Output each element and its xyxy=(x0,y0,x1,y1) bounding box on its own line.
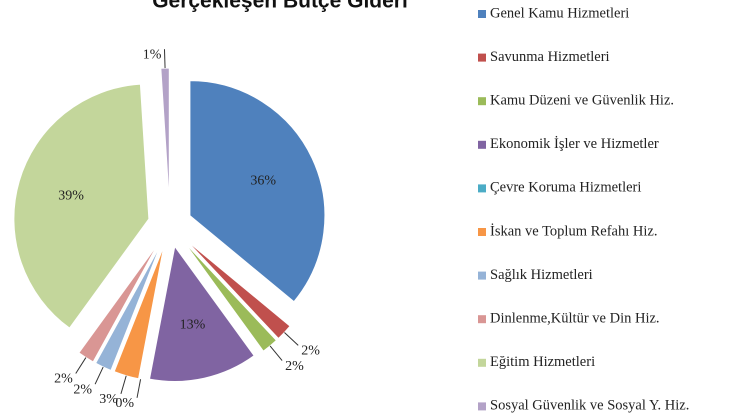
data-label: 36% xyxy=(250,173,276,188)
data-label: 3% xyxy=(99,392,118,407)
data-label: 2% xyxy=(73,382,92,397)
legend-label: Çevre Koruma Hizmetleri xyxy=(490,180,641,196)
leader-line xyxy=(120,375,127,395)
pie-slice xyxy=(13,83,150,329)
data-label: 39% xyxy=(58,188,84,203)
data-label: 2% xyxy=(54,372,73,387)
legend-swatch xyxy=(478,10,486,18)
leader-line xyxy=(269,345,283,361)
legend-swatch xyxy=(478,271,486,280)
data-label: 2% xyxy=(301,344,320,359)
pie-slice xyxy=(189,80,326,303)
leader-line xyxy=(94,366,104,385)
chart-title: Gerçekleşen Bütçe Gideri xyxy=(152,0,408,13)
data-label: 1% xyxy=(143,47,162,62)
legend-swatch xyxy=(478,140,486,149)
leader-line xyxy=(136,379,142,398)
data-label: 0% xyxy=(115,396,134,411)
legend-swatch xyxy=(478,228,486,236)
pie-slice xyxy=(113,245,165,380)
legend-swatch xyxy=(478,315,486,324)
legend-swatch xyxy=(478,97,486,106)
legend-label: İskan ve Toplum Refahı Hiz. xyxy=(490,223,657,239)
legend-swatch xyxy=(478,358,486,367)
pie-slice xyxy=(160,67,170,204)
leader-line xyxy=(75,357,87,374)
data-label: 13% xyxy=(180,318,206,333)
pie-slice xyxy=(140,246,167,380)
legend-label: Kamu Düzeni ve Güvenlik Hiz. xyxy=(490,93,674,109)
legend-swatch xyxy=(478,402,486,411)
legend-label: Sosyal Güvenlik ve Sosyal Y. Hiz. xyxy=(490,398,689,414)
legend-label: Savunma Hizmetleri xyxy=(490,49,610,65)
legend-swatch xyxy=(478,53,486,62)
legend-label: Dinlenme,Kültür ve Din Hiz. xyxy=(490,311,660,327)
pie-slice xyxy=(148,245,255,382)
data-label: 2% xyxy=(285,359,304,374)
legend-label: Genel Kamu Hizmetleri xyxy=(490,5,629,21)
legend-label: Ekonomik İşler ve Hizmetler xyxy=(490,136,659,152)
legend-label: Eğitim Hizmetleri xyxy=(490,354,595,370)
pie-slice xyxy=(183,241,278,352)
legend-label: Sağlık Hizmetleri xyxy=(490,267,593,283)
leader-line xyxy=(163,49,166,69)
leader-line xyxy=(284,332,299,346)
legend-swatch xyxy=(478,184,486,193)
